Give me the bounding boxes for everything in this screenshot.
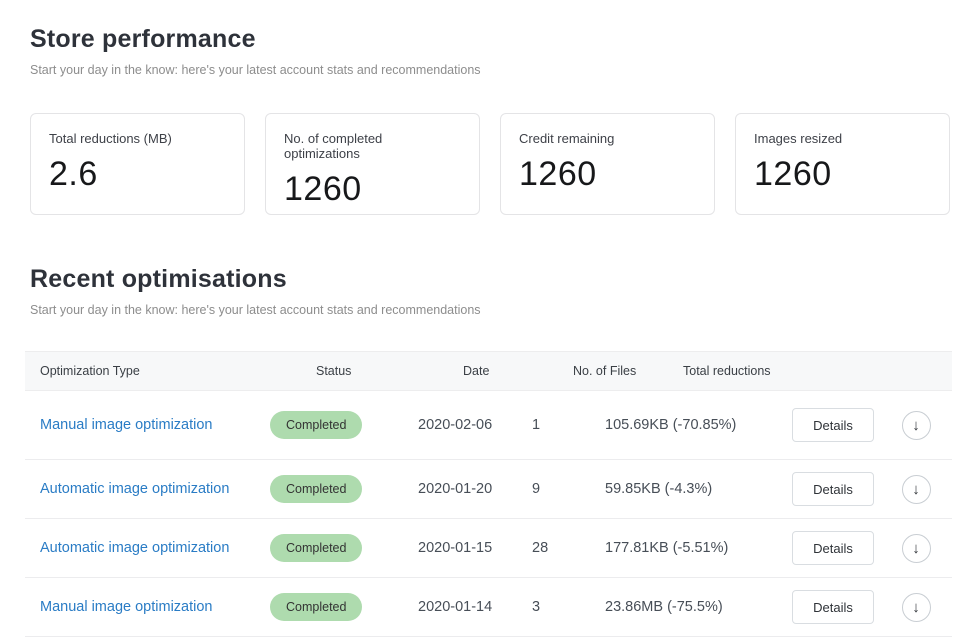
stat-card-completed-optimizations: No. of completed optimizations 1260 (265, 113, 480, 215)
stat-card-images-resized: Images resized 1260 (735, 113, 950, 215)
details-button[interactable]: Details (792, 531, 874, 565)
stat-card-label: No. of completed optimizations (284, 131, 383, 161)
download-icon: ↓ (912, 416, 920, 434)
date-cell: 2020-02-06 (418, 417, 493, 433)
table-row: Automatic image optimization Completed 2… (25, 519, 952, 578)
column-header-optimization-type: Optimization Type (40, 364, 140, 378)
page-title: Store performance (30, 25, 256, 53)
status-badge: Completed (270, 475, 363, 503)
stat-card-label: Images resized (754, 131, 843, 146)
files-cell: 1 (532, 417, 541, 433)
download-button[interactable]: ↓ (901, 474, 931, 504)
download-icon: ↓ (912, 480, 920, 498)
status-badge: Completed (270, 411, 363, 439)
details-button[interactable]: Details (792, 590, 874, 624)
stat-card-label: Total reductions (MB) (49, 131, 172, 146)
reduction-cell: 23.86MB (-75.5%) (605, 599, 723, 615)
reduction-cell: 59.85KB (-4.3%) (605, 481, 713, 497)
optimization-type-link[interactable]: Manual image optimization (40, 417, 213, 433)
stat-card-value: 2.6 (49, 155, 98, 193)
stat-card-total-reductions: Total reductions (MB) 2.6 (30, 113, 245, 215)
stat-card-value: 1260 (284, 170, 362, 208)
column-header-total-reductions: Total reductions (683, 364, 771, 378)
download-button[interactable]: ↓ (901, 410, 931, 440)
details-button[interactable]: Details (792, 408, 874, 442)
stat-card-credit-remaining: Credit remaining 1260 (500, 113, 715, 215)
optimization-type-link[interactable]: Automatic image optimization (40, 481, 230, 497)
date-cell: 2020-01-20 (418, 481, 493, 497)
details-button[interactable]: Details (792, 472, 874, 506)
section-title: Recent optimisations (30, 265, 287, 293)
date-cell: 2020-01-14 (418, 599, 493, 615)
column-header-files: No. of Files (573, 364, 637, 378)
page-subtitle: Start your day in the know: here's your … (30, 63, 481, 77)
stat-card-value: 1260 (519, 155, 597, 193)
stat-card-value: 1260 (754, 155, 832, 193)
column-header-date: Date (463, 364, 490, 378)
status-badge: Completed (270, 593, 363, 621)
reduction-cell: 105.69KB (-70.85%) (605, 417, 737, 433)
files-cell: 3 (532, 599, 541, 615)
optimizations-table: Optimization Type Status Date No. of Fil… (25, 351, 952, 637)
files-cell: 9 (532, 481, 541, 497)
table-header-row: Optimization Type Status Date No. of Fil… (25, 351, 952, 391)
date-cell: 2020-01-15 (418, 540, 493, 556)
table-row: Automatic image optimization Completed 2… (25, 460, 952, 519)
files-cell: 28 (532, 540, 549, 556)
section-subtitle: Start your day in the know: here's your … (30, 303, 481, 317)
table-row: Manual image optimization Completed 2020… (25, 578, 952, 637)
status-badge: Completed (270, 534, 363, 562)
download-button[interactable]: ↓ (901, 592, 931, 622)
reduction-cell: 177.81KB (-5.51%) (605, 540, 729, 556)
download-icon: ↓ (912, 598, 920, 616)
table-row: Manual image optimization Completed 2020… (25, 391, 952, 460)
optimization-type-link[interactable]: Manual image optimization (40, 599, 213, 615)
download-button[interactable]: ↓ (901, 533, 931, 563)
stats-cards: Total reductions (MB) 2.6 No. of complet… (30, 113, 950, 215)
download-icon: ↓ (912, 539, 920, 557)
column-header-status: Status (316, 364, 352, 378)
optimization-type-link[interactable]: Automatic image optimization (40, 540, 230, 556)
stat-card-label: Credit remaining (519, 131, 615, 146)
